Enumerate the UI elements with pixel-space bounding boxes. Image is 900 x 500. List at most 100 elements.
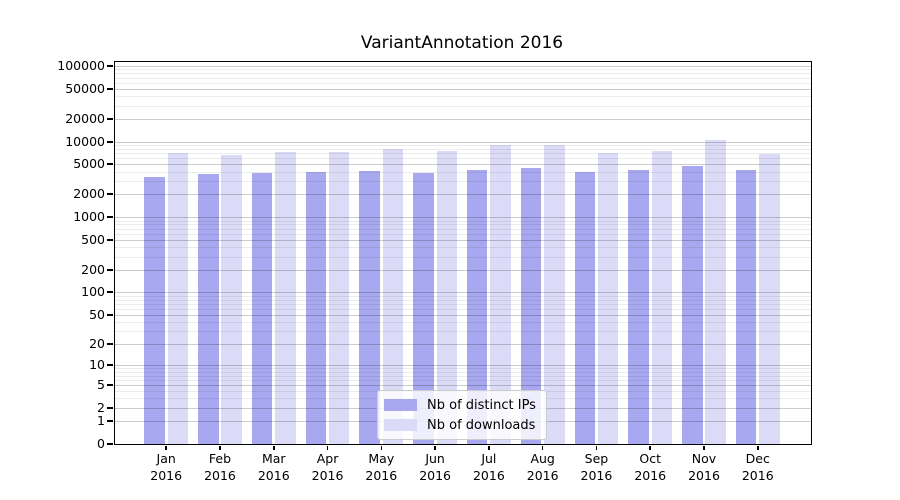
y-tick	[107, 343, 113, 346]
x-tick-label: Jun 2016	[419, 451, 451, 483]
x-tick	[595, 445, 598, 450]
y-tick	[107, 140, 113, 143]
minor-gridline	[115, 304, 811, 306]
y-tick-label: 10	[89, 357, 105, 373]
bar-dec-downloads	[759, 153, 780, 444]
x-tick	[273, 445, 275, 450]
minor-gridline	[115, 69, 811, 71]
chart-title: VariantAnnotation 2016	[360, 33, 564, 53]
minor-gridline	[115, 256, 811, 258]
minor-gridline	[115, 77, 811, 79]
minor-gridline	[115, 322, 811, 324]
y-tick-label: 100	[81, 284, 105, 300]
minor-gridline	[115, 247, 811, 249]
major-gridline	[115, 365, 811, 367]
bar-aug-downloads	[544, 145, 565, 444]
bar-oct-downloads	[651, 150, 673, 444]
x-tick-label: Apr 2016	[311, 451, 344, 483]
minor-gridline	[115, 299, 811, 301]
bar-apr-distinct-ips	[305, 171, 327, 444]
x-tick-label: Sep 2016	[580, 451, 613, 483]
minor-gridline	[115, 368, 811, 370]
plot-area: Jan 2016 Feb 2016 Mar 2016 Apr 2016 May 2016…	[57, 58, 812, 483]
bar-oct-distinct-ips	[628, 170, 649, 444]
minor-gridline	[115, 380, 811, 382]
bar-jul-distinct-ips	[466, 169, 488, 444]
minor-gridline	[115, 309, 811, 311]
y-tick	[107, 238, 113, 241]
x-tick-label: Dec 2016	[741, 451, 774, 483]
y-tick-label: 1000	[73, 209, 105, 225]
major-gridline	[115, 217, 811, 219]
bar-mar-distinct-ips	[251, 172, 273, 444]
minor-gridline	[115, 96, 811, 98]
minor-gridline	[115, 331, 811, 333]
bar-dec-distinct-ips	[735, 170, 757, 444]
minor-gridline	[115, 375, 811, 377]
legend: Nb of distinct IPs Nb of downloads	[377, 390, 547, 440]
legend-swatch-downloads	[384, 419, 417, 431]
y-tick-label: 10000	[65, 133, 105, 149]
minor-gridline	[115, 220, 811, 222]
legend-row-downloads: Nb of downloads	[384, 417, 536, 433]
minor-gridline	[115, 371, 811, 373]
bar-may-downloads	[382, 148, 404, 444]
x-tick-label: Feb 2016	[204, 451, 236, 483]
minor-gridline	[115, 295, 811, 297]
x-tick-label: Aug 2016	[526, 451, 559, 483]
bar-may-distinct-ips	[359, 170, 380, 444]
x-tick-label: Jul 2016	[472, 451, 505, 483]
minor-gridline	[115, 82, 811, 84]
bar-aug-distinct-ips	[520, 168, 542, 444]
bar-feb-distinct-ips	[198, 173, 219, 444]
y-tick-label: 2	[97, 399, 105, 415]
minor-gridline	[115, 73, 811, 75]
minor-gridline	[115, 105, 811, 107]
x-tick-label: Jan 2016	[150, 451, 183, 483]
x-tick	[488, 445, 490, 450]
bar-jan-downloads	[167, 153, 189, 444]
major-gridline	[115, 344, 811, 346]
bar-jun-distinct-ips	[413, 172, 434, 444]
major-gridline	[115, 239, 811, 241]
major-gridline	[115, 118, 811, 120]
major-gridline	[115, 88, 811, 90]
y-tick-label: 5	[97, 377, 105, 393]
y-tick	[107, 443, 113, 445]
bar-sep-distinct-ips	[574, 171, 596, 444]
y-tick-label: 0	[97, 436, 105, 451]
y-tick	[107, 193, 113, 196]
y-tick	[107, 406, 113, 409]
x-tick	[326, 445, 329, 450]
y-tick-label: 20	[89, 336, 105, 352]
x-tick	[165, 445, 167, 450]
minor-gridline	[115, 171, 811, 173]
major-gridline	[115, 314, 811, 316]
y-tick-label: 500	[81, 231, 105, 247]
x-tick	[380, 445, 383, 450]
y-tick-label: 50000	[65, 80, 105, 96]
major-gridline	[115, 292, 811, 294]
minor-gridline	[115, 228, 811, 230]
x-tick-label: Nov 2016	[688, 451, 720, 483]
major-gridline	[115, 385, 811, 387]
bar-sep-downloads	[597, 152, 619, 444]
x-tick	[219, 445, 221, 450]
legend-swatch-distinct-ips	[384, 399, 417, 411]
y-tick-label: 20000	[65, 110, 105, 126]
major-gridline	[115, 269, 811, 271]
legend-row-distinct-ips: Nb of distinct IPs	[384, 398, 536, 413]
legend-label-downloads: Nb of downloads	[427, 417, 536, 433]
x-tick	[649, 445, 651, 450]
y-tick	[107, 87, 113, 90]
y-tick-label: 200	[81, 261, 105, 277]
y-tick-label: 1	[97, 413, 105, 429]
y-tick	[107, 64, 113, 67]
y-tick	[107, 117, 113, 120]
major-gridline	[115, 65, 811, 67]
minor-gridline	[115, 181, 811, 183]
minor-gridline	[115, 148, 811, 150]
bar-nov-downloads	[705, 139, 726, 444]
bar-mar-downloads	[275, 152, 296, 444]
